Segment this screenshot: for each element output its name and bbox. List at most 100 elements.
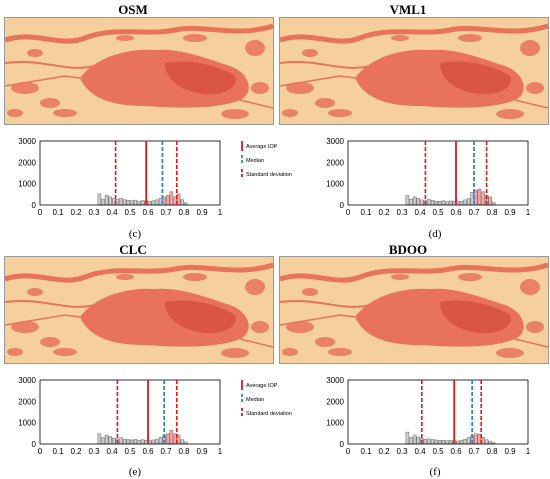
x-tick-label: 0.9 xyxy=(196,208,208,217)
histogram-bar xyxy=(481,191,485,206)
urban-patch xyxy=(282,109,298,117)
urban-patch xyxy=(496,348,524,358)
road xyxy=(514,99,548,109)
histogram-d: 0 1000 2000 3000 0 0.1 0.2 0.3 0.4 0.5 0.6 0.7 0.8 0.… xyxy=(310,135,540,227)
urban-patch xyxy=(116,274,134,280)
y-tick-label: 0 xyxy=(32,440,37,449)
urban-patch xyxy=(116,35,134,41)
x-tick-label: 1 xyxy=(526,208,531,217)
urban-patch xyxy=(245,279,265,295)
x-tick-label: 0.7 xyxy=(468,208,480,217)
x-tick-label: 0.1 xyxy=(360,208,372,217)
urban-patch xyxy=(40,337,60,347)
stream xyxy=(280,61,371,69)
histogram-bar xyxy=(434,200,438,206)
x-tick-label: 0.3 xyxy=(396,447,408,456)
histogram-bar xyxy=(104,195,109,206)
x-tick-label: 0.3 xyxy=(396,208,408,217)
urban-patch xyxy=(458,273,482,281)
x-tick-label: 0.4 xyxy=(106,208,118,217)
x-tick-label: 0.9 xyxy=(504,208,516,217)
plot-frame xyxy=(39,379,221,445)
plot-frame xyxy=(39,140,221,206)
y-tick-label: 2000 xyxy=(326,397,344,406)
x-tick-label: 0.1 xyxy=(360,447,372,456)
histogram-bar xyxy=(166,433,170,445)
road xyxy=(5,314,81,326)
legend-label-std: Standard deviation xyxy=(246,411,292,417)
y-tick-label: 1000 xyxy=(18,419,36,428)
urban-patch xyxy=(328,109,352,117)
histogram-bar xyxy=(101,198,105,206)
histogram-bar xyxy=(420,199,424,206)
river xyxy=(280,23,548,44)
histogram-bar xyxy=(445,440,449,445)
river xyxy=(280,262,548,283)
histogram-e: 0 1000 2000 3000 0 0.1 0.2 0.3 0.4 0.5 0.6 0.7 0.8 0.… xyxy=(2,374,292,466)
x-tick-label: 0.1 xyxy=(52,208,64,217)
x-tick-label: 1 xyxy=(218,447,223,456)
stream xyxy=(5,61,96,69)
histogram-bar xyxy=(441,439,446,445)
x-tick-label: 0 xyxy=(346,447,351,456)
plot-frame xyxy=(347,379,529,445)
histogram-bar xyxy=(126,200,130,206)
histogram-bar xyxy=(101,437,105,445)
map-vml1 xyxy=(279,17,549,125)
urban-patch xyxy=(53,348,77,356)
x-tick-label: 0.8 xyxy=(486,447,498,456)
urban-patch xyxy=(251,321,269,333)
urban-patch xyxy=(53,109,77,117)
urban-core xyxy=(165,300,236,334)
x-tick-label: 0.6 xyxy=(450,208,462,217)
road xyxy=(239,338,273,348)
x-tick-label: 0.2 xyxy=(70,447,82,456)
urban-core xyxy=(440,300,511,334)
panel-title-bdoo: BDOO xyxy=(388,242,428,257)
y-tick-label: 1000 xyxy=(326,180,344,189)
histogram-bar xyxy=(438,201,442,206)
histogram-bar xyxy=(119,437,123,445)
legend-label-std: Standard deviation xyxy=(246,172,292,178)
urban-patch xyxy=(286,321,314,333)
histogram-bar xyxy=(130,200,134,206)
histogram-bar xyxy=(97,193,102,206)
map-osm xyxy=(4,17,274,125)
x-tick-label: 0 xyxy=(346,208,351,217)
histogram-bar xyxy=(477,188,482,206)
x-tick-label: 0.4 xyxy=(414,208,426,217)
road xyxy=(239,99,273,109)
urban-patch xyxy=(286,82,314,94)
histogram-bar xyxy=(108,436,112,445)
x-tick-label: 0.7 xyxy=(468,447,480,456)
y-tick-label: 3000 xyxy=(326,137,344,146)
histogram-bar xyxy=(137,440,141,445)
urban-patch xyxy=(458,34,482,42)
map-bdoo xyxy=(279,256,549,364)
histogram-bar xyxy=(405,195,410,206)
histogram-bar xyxy=(104,434,109,445)
histogram-bar xyxy=(155,199,159,206)
urban-patch xyxy=(315,98,335,108)
legend-label-average: Average IOP xyxy=(246,144,278,150)
river xyxy=(5,23,273,44)
urban-patch xyxy=(40,98,60,108)
x-tick-label: 0.2 xyxy=(70,208,82,217)
histogram-bar xyxy=(409,198,413,206)
histogram-bar xyxy=(155,438,159,445)
histogram-bar xyxy=(180,439,184,445)
road xyxy=(5,75,81,87)
histogram-f: 0 1000 2000 3000 0 0.1 0.2 0.3 0.4 0.5 0.6 0.7 0.8 0.… xyxy=(310,374,540,466)
histogram-bar xyxy=(405,431,410,445)
x-tick-label: 0.7 xyxy=(160,447,172,456)
urban-patch xyxy=(245,40,265,56)
histogram-bar xyxy=(448,200,453,206)
x-tick-label: 0.4 xyxy=(106,447,118,456)
road xyxy=(280,314,356,326)
histogram-bar xyxy=(466,198,471,206)
histogram-bar xyxy=(474,433,478,445)
urban-patch xyxy=(11,321,39,333)
x-tick-label: 1 xyxy=(526,447,531,456)
urban-patch xyxy=(302,49,318,57)
histogram-bar xyxy=(459,200,464,206)
